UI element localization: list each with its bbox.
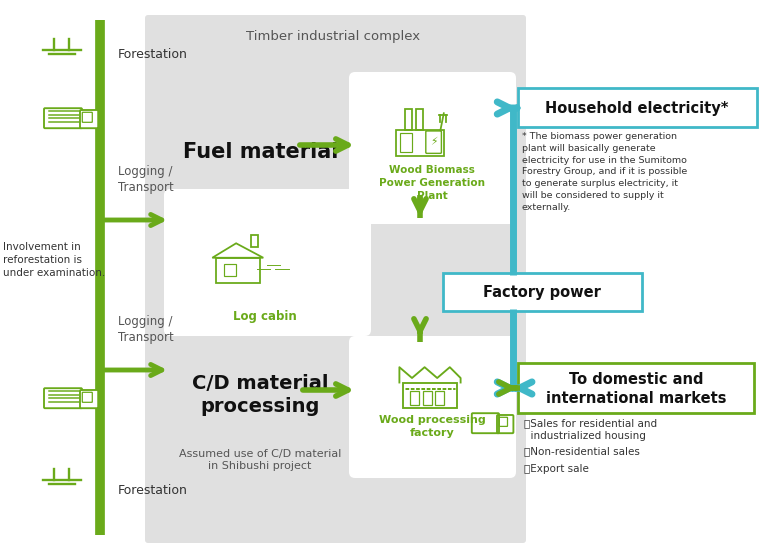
Bar	[396, 130, 444, 156]
Text: Fuel material: Fuel material	[183, 142, 338, 162]
Text: Forestation: Forestation	[118, 48, 188, 62]
Text: Forestation: Forestation	[118, 483, 188, 497]
Bar	[399, 133, 412, 151]
Text: Logging /
Transport: Logging / Transport	[118, 166, 173, 195]
FancyBboxPatch shape	[164, 189, 371, 336]
Text: Wood Biomass
Power Generation
Plant: Wood Biomass Power Generation Plant	[379, 165, 485, 201]
FancyBboxPatch shape	[145, 15, 526, 543]
Text: ・Export sale: ・Export sale	[524, 464, 589, 474]
Text: ⚡: ⚡	[430, 137, 437, 147]
FancyBboxPatch shape	[518, 363, 754, 413]
Text: Household electricity*: Household electricity*	[545, 101, 729, 115]
Text: Factory power: Factory power	[483, 284, 601, 300]
Bar	[216, 258, 260, 283]
Text: Wood processing
factory: Wood processing factory	[379, 415, 486, 438]
FancyBboxPatch shape	[82, 112, 93, 122]
Text: Timber industrial complex: Timber industrial complex	[246, 30, 420, 43]
FancyBboxPatch shape	[518, 88, 757, 127]
FancyBboxPatch shape	[349, 72, 516, 224]
FancyBboxPatch shape	[44, 388, 82, 408]
Bar	[436, 390, 444, 405]
Bar	[405, 109, 412, 130]
FancyBboxPatch shape	[82, 392, 93, 402]
Text: ・Non-residential sales: ・Non-residential sales	[524, 446, 640, 456]
Text: C/D material
processing: C/D material processing	[192, 374, 328, 416]
Bar	[403, 382, 457, 408]
Text: Assumed use of C/D material
in Shibushi project: Assumed use of C/D material in Shibushi …	[179, 449, 342, 471]
Bar	[423, 390, 432, 405]
Bar	[416, 109, 423, 130]
Text: To domestic and
international markets: To domestic and international markets	[546, 372, 726, 406]
Bar	[251, 235, 258, 247]
Text: Log cabin: Log cabin	[233, 310, 297, 323]
Text: Logging /
Transport: Logging / Transport	[118, 316, 173, 344]
Bar	[224, 263, 236, 276]
FancyBboxPatch shape	[349, 336, 516, 478]
Text: Involvement in
reforestation is
under examination.: Involvement in reforestation is under ex…	[3, 242, 106, 278]
FancyBboxPatch shape	[44, 108, 82, 128]
Text: ・Sales for residential and
  industrialized housing: ・Sales for residential and industrialize…	[524, 418, 657, 441]
FancyBboxPatch shape	[443, 273, 642, 311]
FancyBboxPatch shape	[80, 110, 98, 128]
FancyBboxPatch shape	[80, 390, 98, 408]
Text: * The biomass power generation
plant will basically generate
electricity for use: * The biomass power generation plant wil…	[522, 132, 687, 212]
Bar	[410, 390, 419, 405]
